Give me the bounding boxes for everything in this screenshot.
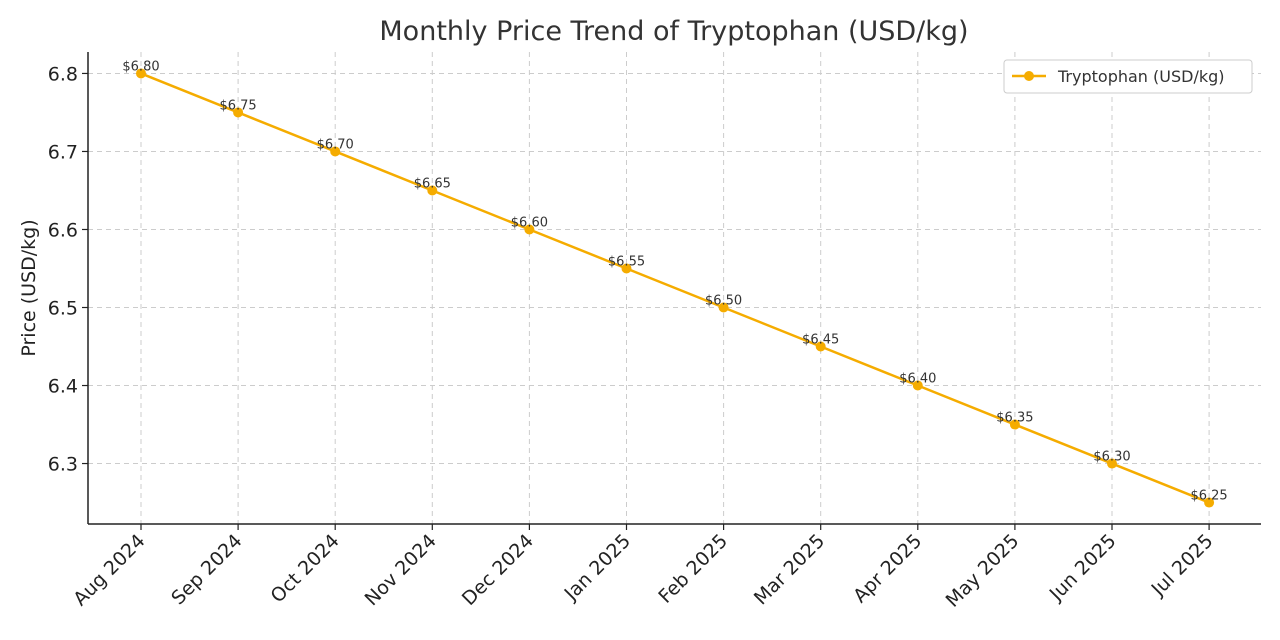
x-tick-label: Sep 2024 — [167, 530, 246, 609]
y-tick-label: 6.3 — [48, 454, 78, 476]
x-tick-label: Jul 2025 — [1147, 530, 1218, 601]
data-label: $6.80 — [122, 59, 159, 74]
data-point — [233, 107, 244, 118]
x-tick-label: Aug 2024 — [69, 530, 149, 610]
x-tick-label: Jun 2025 — [1045, 530, 1121, 606]
y-tick-label: 6.8 — [48, 63, 78, 85]
data-label: $6.40 — [899, 372, 936, 387]
x-tick-label: Oct 2024 — [266, 530, 343, 607]
data-point — [427, 185, 438, 196]
x-tick-label: Dec 2024 — [458, 530, 538, 610]
data-point — [1009, 419, 1020, 430]
data-label: $6.30 — [1093, 450, 1130, 465]
x-tick-label: Mar 2025 — [750, 530, 829, 609]
data-point — [1107, 458, 1117, 469]
x-tick-label: Apr 2025 — [849, 530, 926, 607]
data-label: $6.45 — [802, 333, 839, 348]
x-tick-label: May 2025 — [942, 530, 1024, 612]
data-point — [815, 341, 826, 352]
data-label: $6.50 — [705, 294, 742, 309]
x-tick-label: Jan 2025 — [560, 530, 635, 605]
data-point — [718, 302, 729, 313]
chart-title: Monthly Price Trend of Tryptophan (USD/k… — [379, 16, 968, 47]
series-line — [140, 72, 1210, 504]
data-point — [136, 68, 146, 79]
y-tick-label: 6.4 — [48, 376, 78, 398]
data-label: $6.60 — [511, 215, 548, 230]
y-tick-label: 6.6 — [48, 219, 78, 241]
data-label: $6.55 — [608, 254, 645, 269]
series: $6.80 $6.75 $6.70 $6.65 $6.60 $6.55 $6.50 $6.45… — [122, 59, 1228, 508]
grid — [88, 52, 1261, 524]
data-label: $6.35 — [996, 411, 1033, 426]
x-tick-label: Nov 2024 — [361, 530, 441, 610]
data-label: $6.65 — [414, 176, 451, 191]
data-point — [1204, 497, 1215, 508]
legend-box — [1003, 59, 1253, 94]
data-point — [621, 263, 632, 274]
data-point — [912, 380, 923, 391]
x-ticks: Aug 2024 Sep 2024 Oct 2024 Nov 2024 Dec 2024… — [69, 524, 1218, 612]
data-point — [524, 224, 535, 235]
data-label: $6.25 — [1190, 489, 1227, 504]
legend: Tryptophan (USD/kg) — [1003, 59, 1253, 94]
y-tick-label: 6.7 — [48, 141, 78, 163]
data-point — [330, 146, 341, 157]
data-label: $6.75 — [219, 98, 256, 113]
x-tick-label: Feb 2025 — [654, 530, 732, 608]
legend-label: Tryptophan (USD/kg) — [1057, 67, 1225, 86]
y-tick-label: 6.5 — [48, 298, 78, 320]
y-axis-label: Price (USD/kg) — [18, 219, 40, 356]
y-ticks: 6.3 6.4 6.5 6.6 6.7 6.8 — [48, 63, 88, 476]
axes — [87, 52, 1261, 525]
legend-marker-swatch — [1024, 71, 1034, 81]
data-label: $6.70 — [317, 137, 354, 152]
